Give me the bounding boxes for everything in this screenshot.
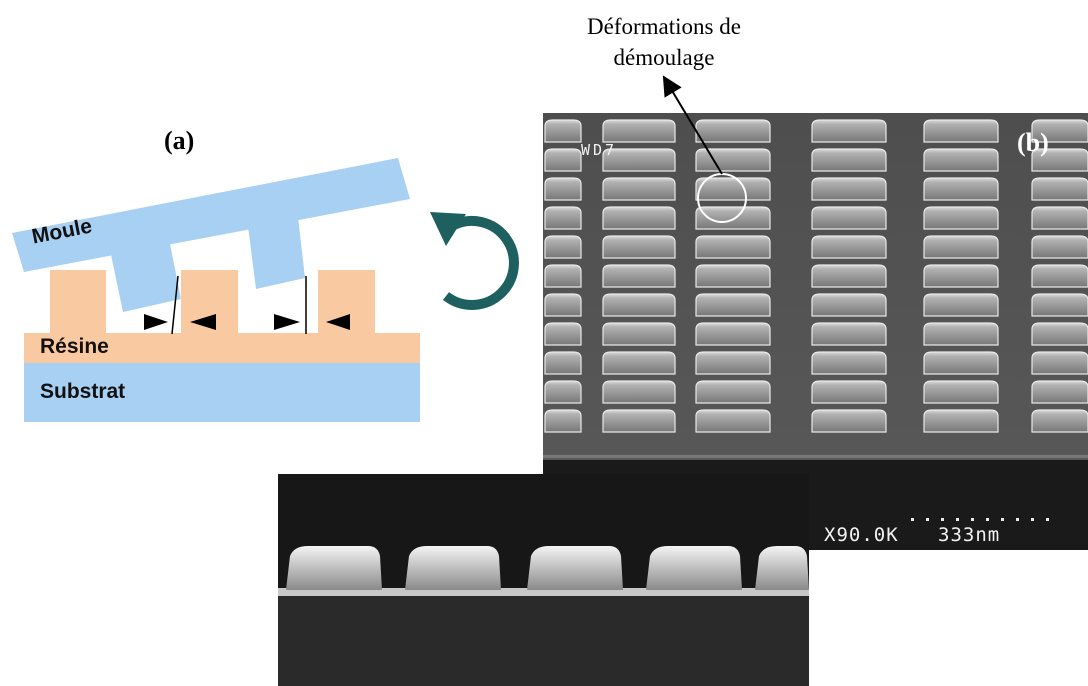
sem-pillar <box>544 409 582 433</box>
sem-pillar <box>544 351 582 375</box>
sem-pillar <box>811 322 887 346</box>
cross-section-pillars <box>286 546 809 590</box>
scale-bar-dots <box>911 518 1049 521</box>
sem-pillar <box>602 235 676 259</box>
sem-pillar <box>602 409 676 433</box>
sem-pillar <box>602 206 676 230</box>
sem-cross-section-image <box>278 474 809 686</box>
sem-pillar <box>923 409 999 433</box>
sem-pillar <box>695 235 771 259</box>
panel-b-label: (b) <box>1017 128 1049 157</box>
sem-pillar <box>602 177 676 201</box>
annotation-arrow <box>662 75 723 175</box>
substrate-label: Substrat <box>40 380 126 403</box>
sem-pillar <box>811 351 887 375</box>
sem-pillar <box>602 322 676 346</box>
sem-pillar <box>811 119 887 143</box>
annotation-text-line1: Déformations de <box>587 14 741 39</box>
sem-pillar <box>544 264 582 288</box>
sem-pillar <box>695 264 771 288</box>
sem-pillar <box>811 148 887 172</box>
right-pointing-arrowhead <box>144 314 168 330</box>
sem-pillar <box>923 148 999 172</box>
schematic-panel-a <box>12 158 519 422</box>
sem-pillar <box>695 380 771 404</box>
sem-pillar <box>923 177 999 201</box>
sem-pillar <box>602 380 676 404</box>
sem-pillar <box>602 119 676 143</box>
sem-pillar <box>602 293 676 317</box>
sem-pillar <box>695 351 771 375</box>
sem-pillar <box>1031 206 1088 230</box>
sem-image-b <box>543 113 1088 550</box>
annotation-text-line2: démoulage <box>613 45 715 70</box>
sem-pillar <box>602 351 676 375</box>
sem-pillar <box>695 177 771 201</box>
sem-pillar <box>695 293 771 317</box>
sem-pillar-array <box>544 119 1088 433</box>
resin-base-layer <box>24 333 420 363</box>
panel-a-label: (a) <box>164 126 195 155</box>
sem-pillar <box>1031 293 1088 317</box>
working-distance-label: WD7 <box>581 141 618 159</box>
sem-pillar <box>923 119 999 143</box>
sem-pillar <box>602 148 676 172</box>
sem-pillar <box>695 148 771 172</box>
rotation-arrow-icon <box>430 212 519 310</box>
sem-pillar <box>544 119 582 143</box>
sem-pillar <box>923 206 999 230</box>
sem-pillar <box>811 206 887 230</box>
sem-pillar <box>923 235 999 259</box>
sem-pillar <box>811 409 887 433</box>
sem-pillar <box>923 380 999 404</box>
sem-pillar <box>811 235 887 259</box>
sem-pillar <box>923 351 999 375</box>
sem-pillar <box>695 322 771 346</box>
left-pointing-arrowhead <box>326 314 350 330</box>
sem-pillar <box>544 206 582 230</box>
cross-section-pillar <box>646 546 742 590</box>
sem-pillar <box>811 380 887 404</box>
resin-pillar <box>50 270 106 334</box>
sem-pillar <box>1031 322 1088 346</box>
sem-pillar <box>1031 264 1088 288</box>
substrate-layer <box>24 362 420 422</box>
sem-pillar <box>695 409 771 433</box>
cross-section-pillar <box>405 546 501 590</box>
sem-pillar <box>695 119 771 143</box>
left-pointing-arrowhead <box>190 314 216 330</box>
right-pointing-arrowhead <box>274 314 300 330</box>
sem-pillar <box>544 235 582 259</box>
sem-pillar <box>811 177 887 201</box>
cross-section-pillar <box>527 546 623 590</box>
sem-pillar <box>1031 177 1088 201</box>
resin-label: Résine <box>40 335 109 358</box>
sem-pillar <box>923 293 999 317</box>
sem-pillar <box>544 380 582 404</box>
sem-pillar <box>923 322 999 346</box>
cross-section-pillar <box>286 546 382 590</box>
sem-pillar <box>544 148 582 172</box>
sem-pillar <box>811 264 887 288</box>
magnification-label: X90.0K <box>824 524 899 546</box>
sem-pillar <box>811 293 887 317</box>
sem-pillar <box>544 177 582 201</box>
sem-pillar <box>1031 235 1088 259</box>
cross-section-pillar <box>755 546 809 590</box>
sem-pillar <box>602 264 676 288</box>
sem-pillar <box>923 264 999 288</box>
sem-pillar <box>544 293 582 317</box>
tilted-mold <box>12 158 410 312</box>
sem-pillar <box>695 206 771 230</box>
sem-pillar <box>1031 409 1088 433</box>
deformation-line <box>171 275 179 335</box>
sem-pillar <box>1031 351 1088 375</box>
sem-pillar <box>544 322 582 346</box>
scale-bar-label: 333nm <box>938 524 1001 546</box>
sem-pillar <box>1031 380 1088 404</box>
